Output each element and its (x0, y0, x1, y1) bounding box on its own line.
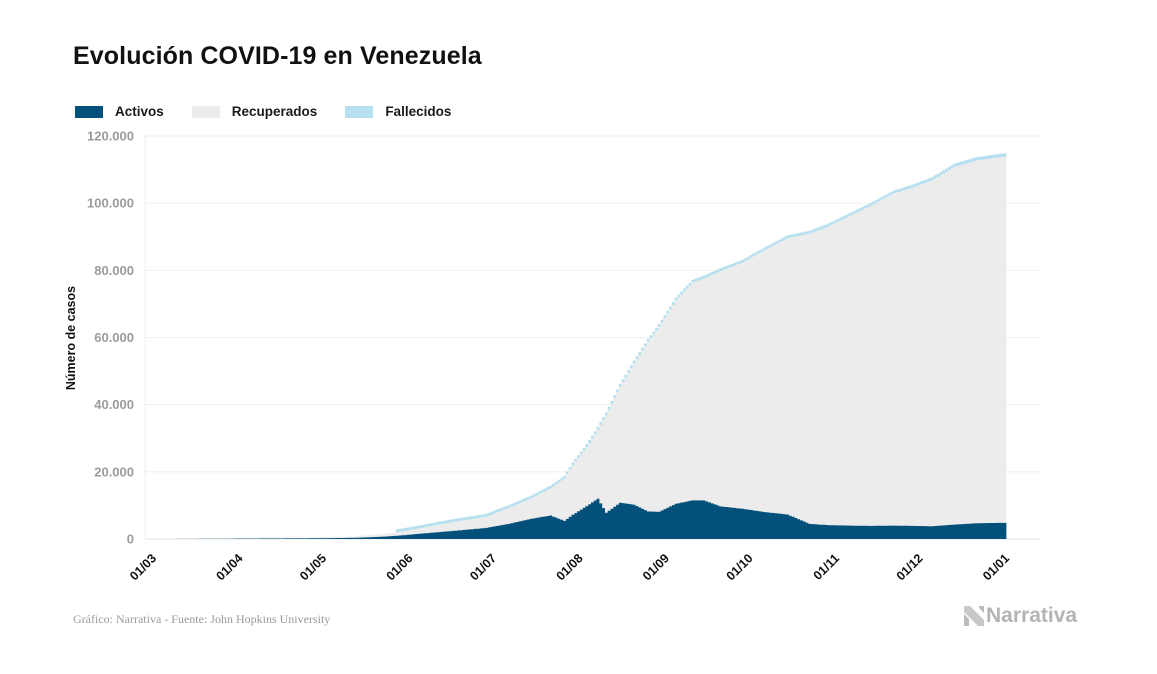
x-tick-label: 01/10 (724, 551, 756, 583)
y-tick-label: 0 (127, 532, 134, 547)
x-tick-label: 01/11 (811, 551, 843, 583)
x-tick-label: 01/08 (554, 551, 586, 583)
legend-swatch-activos (75, 105, 103, 118)
x-tick-label: 01/12 (894, 551, 926, 583)
x-tick-label: 01/06 (384, 551, 416, 583)
area-activos (145, 498, 1007, 539)
y-tick-label: 60.000 (94, 330, 134, 345)
y-tick-label: 40.000 (94, 397, 134, 412)
narrativa-logo-icon (964, 606, 984, 626)
legend-label-fallecidos: Fallecidos (385, 104, 452, 119)
area-recuperados (145, 156, 1007, 540)
chart-legend: Activos Recuperados Fallecidos (75, 104, 479, 119)
brand-name: Narrativa (986, 604, 1078, 627)
x-tick-label: 01/07 (467, 551, 499, 583)
y-tick-label: 120.000 (87, 129, 134, 144)
x-tick-label: 01/05 (297, 551, 329, 583)
x-tick-label: 01/09 (640, 551, 672, 583)
legend-item-recuperados: Recuperados (191, 104, 318, 119)
y-axis-label: Número de casos (64, 286, 78, 390)
legend-swatch-fallecidos (345, 105, 374, 118)
chart-areas (145, 153, 1007, 540)
legend-label-recuperados: Recuperados (231, 104, 318, 119)
brand-logo: Narrativa (964, 604, 1077, 628)
legend-swatch-recuperados (191, 105, 220, 118)
legend-label-activos: Activos (115, 104, 164, 119)
legend-item-fallecidos: Fallecidos (345, 104, 451, 119)
y-tick-label: 20.000 (94, 464, 134, 479)
y-tick-label: 80.000 (94, 263, 134, 278)
y-axis-ticks: 0 20.000 40.000 60.000 80.000 100.000 120.000 (87, 129, 134, 547)
x-tick-label: 01/03 (127, 551, 159, 583)
x-tick-label: 01/01 (980, 551, 1012, 583)
chart-title: Evolución COVID-19 en Venezuela (73, 42, 482, 70)
x-tick-label: 01/04 (214, 551, 246, 583)
source-note: Gráfico: Narrativa - Fuente: John Hopkin… (73, 612, 331, 626)
legend-item-activos: Activos (75, 104, 164, 119)
x-axis-ticks: 01/03 01/04 01/05 01/06 01/07 01/08 01/09 01/10… (127, 551, 1012, 583)
y-tick-label: 100.000 (87, 196, 134, 211)
